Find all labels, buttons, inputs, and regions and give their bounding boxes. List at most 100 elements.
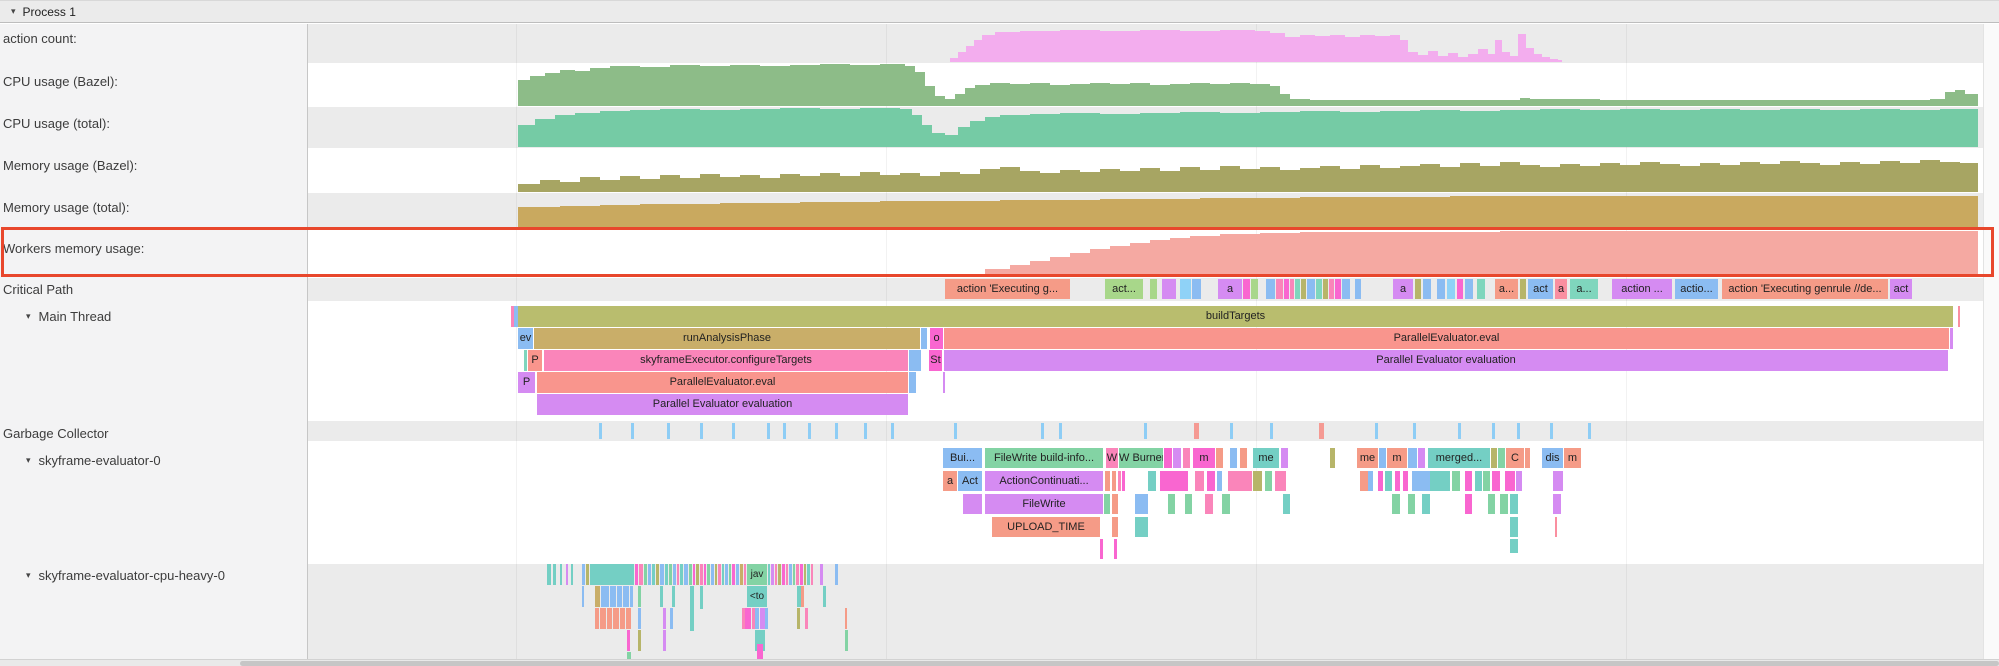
skyframe-evaluator-event-me[interactable]: me: [1357, 448, 1378, 468]
skyframe-evaluator-event-me[interactable]: me: [1253, 448, 1279, 468]
skyframe-evaluator-event[interactable]: [1104, 494, 1110, 514]
cpu-heavy-event[interactable]: [673, 564, 676, 585]
cpu-heavy-event[interactable]: [805, 608, 808, 629]
skyframe-evaluator-event[interactable]: [1207, 471, 1215, 491]
skyframe-evaluator-event[interactable]: [1465, 471, 1472, 491]
cpu-heavy-event[interactable]: [704, 564, 706, 585]
skyframe-evaluator-event[interactable]: [1173, 448, 1181, 468]
skyframe-evaluator-event[interactable]: [1491, 448, 1497, 468]
skyframe-evaluator-event[interactable]: [1378, 471, 1383, 491]
cpu-heavy-event[interactable]: [797, 586, 801, 607]
critical-path-event[interactable]: [1307, 279, 1315, 299]
cpu-heavy-event[interactable]: [638, 608, 641, 629]
cpu-heavy-event[interactable]: [797, 608, 800, 629]
cpu-heavy-deep-event[interactable]: [627, 652, 631, 660]
cpu-heavy-event[interactable]: [680, 564, 683, 585]
critical-path-event[interactable]: [1437, 279, 1445, 299]
gc-event-tick[interactable]: [667, 423, 670, 439]
cpu-heavy-event[interactable]: [677, 564, 679, 585]
cpu-heavy-event[interactable]: [610, 586, 616, 607]
skyframe-evaluator-event[interactable]: [1500, 494, 1508, 514]
cpu-heavy-event[interactable]: [623, 586, 629, 607]
cpu-heavy-deep-event[interactable]: [757, 644, 763, 664]
main-thread-event[interactable]: [909, 350, 921, 371]
gc-event-tick[interactable]: [1517, 423, 1520, 439]
main-thread-event-ev[interactable]: ev: [518, 328, 533, 349]
skyframe-evaluator-event-dis[interactable]: dis: [1542, 448, 1563, 468]
critical-path-event[interactable]: [1290, 279, 1294, 299]
cpu-heavy-event[interactable]: [560, 564, 562, 585]
gc-event-tick[interactable]: [1375, 423, 1378, 439]
critical-path-event[interactable]: [1342, 279, 1350, 299]
skyframe-evaluator-event[interactable]: [1228, 471, 1252, 491]
skyframe-evaluator-event[interactable]: [1330, 448, 1335, 468]
cpu-heavy-event[interactable]: [845, 608, 847, 629]
cpu-heavy-event[interactable]: jav: [747, 564, 767, 585]
gc-event-tick[interactable]: [1550, 423, 1553, 439]
skyframe-evaluator-event[interactable]: [1510, 494, 1518, 514]
skyframe-evaluator-event[interactable]: [1281, 448, 1288, 468]
cpu-heavy-event[interactable]: [663, 630, 666, 651]
skyframe-evaluator-event[interactable]: [1160, 471, 1188, 491]
skyframe-evaluator-event[interactable]: [1498, 448, 1505, 468]
cpu-heavy-event[interactable]: [660, 586, 663, 607]
cpu-heavy-event[interactable]: [811, 564, 813, 585]
gc-event-tick[interactable]: [732, 423, 735, 439]
gc-event-tick[interactable]: [599, 423, 602, 439]
sidebar-item-skyframe-evaluator-0[interactable]: ▾ skyframe-evaluator-0: [26, 453, 161, 468]
skyframe-evaluator-event[interactable]: [1183, 448, 1190, 468]
critical-path-event[interactable]: [1423, 279, 1431, 299]
skyframe-evaluator-event[interactable]: [1105, 471, 1110, 491]
gc-event-tick[interactable]: [891, 423, 894, 439]
critical-path-event-a[interactable]: a: [1218, 279, 1242, 299]
skyframe-evaluator-event[interactable]: [1135, 494, 1148, 514]
skyframe-evaluator-event[interactable]: [1465, 494, 1472, 514]
skyframe-evaluator-event[interactable]: [1418, 448, 1425, 468]
main-thread-event-st[interactable]: St: [929, 350, 942, 371]
cpu-heavy-event[interactable]: [765, 608, 768, 629]
cpu-heavy-event[interactable]: [782, 564, 785, 585]
skyframe-evaluator-event-c[interactable]: C: [1506, 448, 1524, 468]
skyframe-evaluator-event[interactable]: [1475, 471, 1482, 491]
skyframe-evaluator-event-filewrite[interactable]: FileWrite: [985, 494, 1103, 514]
cpu-heavy-event[interactable]: [732, 564, 735, 585]
skyframe-evaluator-event[interactable]: [1452, 471, 1460, 491]
cpu-heavy-event[interactable]: [736, 564, 739, 585]
cpu-heavy-event[interactable]: [742, 608, 745, 629]
critical-path-event-act[interactable]: act: [1890, 279, 1912, 299]
skyframe-evaluator-deep-event[interactable]: [1510, 539, 1518, 553]
cpu-heavy-event[interactable]: [639, 564, 643, 585]
cpu-heavy-event[interactable]: [595, 586, 600, 607]
cpu-heavy-event[interactable]: [670, 608, 673, 629]
skyframe-evaluator-event[interactable]: [1216, 448, 1223, 468]
cpu-heavy-event[interactable]: [755, 630, 765, 651]
cpu-heavy-event[interactable]: [644, 564, 647, 585]
main-thread-event[interactable]: [524, 350, 527, 371]
skyframe-evaluator-event[interactable]: [1112, 471, 1116, 491]
cpu-heavy-event[interactable]: [693, 564, 695, 585]
gc-event-tick[interactable]: [1588, 423, 1591, 439]
horizontal-scrollbar-thumb[interactable]: [240, 661, 1999, 666]
gc-event-tick[interactable]: [1230, 423, 1233, 439]
main-thread-event[interactable]: [1958, 306, 1960, 327]
main-thread-event[interactable]: [943, 372, 945, 393]
skyframe-evaluator-event[interactable]: [1265, 471, 1272, 491]
gc-event-tick[interactable]: [700, 423, 703, 439]
cpu-heavy-event[interactable]: [696, 564, 699, 585]
skyframe-evaluator-event[interactable]: [1283, 494, 1290, 514]
cpu-heavy-event[interactable]: [665, 564, 668, 585]
cpu-heavy-event[interactable]: [613, 608, 619, 629]
critical-path-event[interactable]: [1284, 279, 1289, 299]
cpu-heavy-event[interactable]: [617, 586, 622, 607]
cpu-heavy-event[interactable]: [775, 564, 777, 585]
skyframe-evaluator-event[interactable]: [1395, 471, 1400, 491]
main-thread-event-parallelevaluator-eval[interactable]: ParallelEvaluator.eval: [944, 328, 1949, 349]
gc-event-tick[interactable]: [1041, 423, 1044, 439]
skyframe-evaluator-event-w-burner[interactable]: W Burner: [1119, 448, 1163, 468]
critical-path-event[interactable]: [1301, 279, 1306, 299]
skyframe-evaluator-event-upload-time[interactable]: UPLOAD_TIME: [992, 517, 1100, 537]
critical-path-event[interactable]: [1243, 279, 1250, 299]
